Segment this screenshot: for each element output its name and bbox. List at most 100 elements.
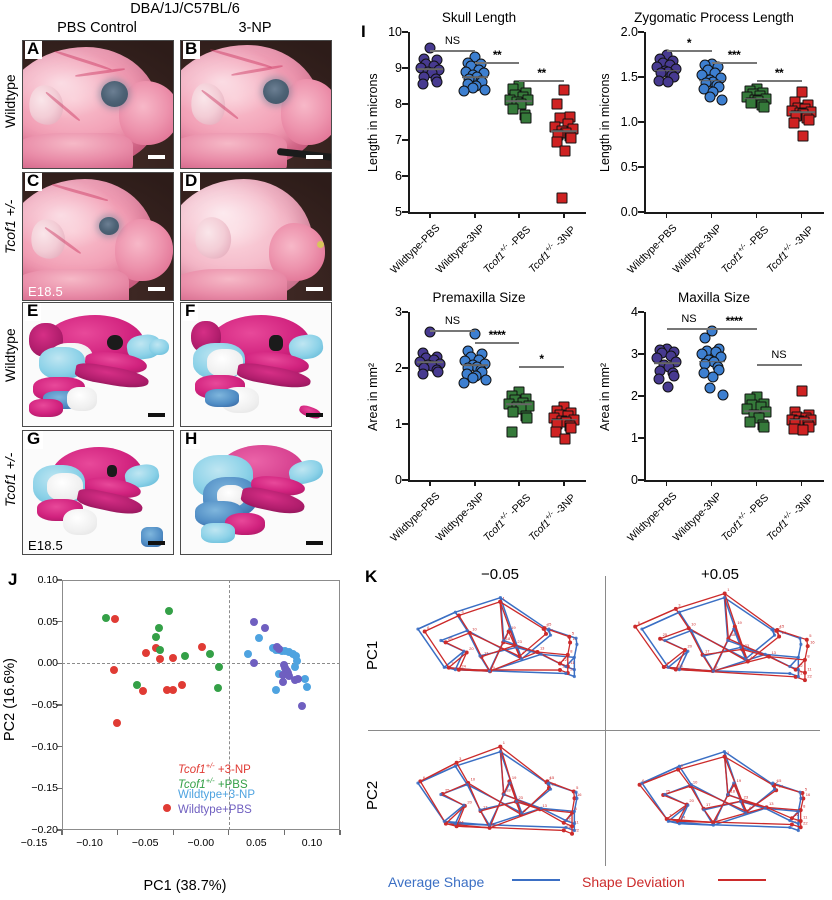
landmark-points: 1234567891011121314151617181920212223242…	[416, 595, 579, 679]
pca-y-tick	[57, 745, 62, 748]
svg-text:19: 19	[737, 620, 742, 625]
pca-x-tick	[116, 830, 119, 835]
photo-panel-G: G E18.5	[22, 430, 174, 555]
mean-bar	[743, 97, 770, 100]
mean-bar	[788, 418, 815, 421]
significance-line	[711, 328, 757, 330]
significance-label: NS	[444, 35, 461, 47]
x-tick	[710, 212, 713, 218]
mean-bar	[743, 410, 770, 412]
mean-bar	[653, 69, 680, 72]
significance-line	[711, 62, 757, 64]
pca-y-tick-label: −0.05	[31, 699, 58, 711]
y-tick	[638, 76, 644, 78]
pca-y-tick	[57, 704, 62, 706]
strain-title: DBA/1J/C57BL/6	[130, 1, 240, 17]
skeletal-prep-image-F	[181, 303, 331, 426]
svg-text:23: 23	[745, 643, 750, 648]
svg-text:15: 15	[780, 623, 785, 628]
data-point	[520, 112, 532, 124]
data-point	[559, 145, 571, 157]
svg-text:12: 12	[798, 663, 803, 668]
panel-k-row-header-pc2: PC2	[364, 780, 381, 810]
x-tick	[429, 480, 432, 486]
svg-text:9: 9	[716, 816, 719, 821]
panel-k-horizontal-divider	[368, 730, 820, 732]
svg-text:7: 7	[666, 661, 669, 666]
data-point	[653, 373, 665, 385]
svg-text:6: 6	[642, 778, 645, 783]
svg-text:22: 22	[570, 666, 575, 671]
chart-premaxilla-size: Premaxilla Size Area in mm² 0 1 2 3 Wildtype-P…	[364, 290, 594, 562]
data-point	[707, 371, 719, 383]
data-point	[469, 328, 481, 340]
y-tick-label: 2	[631, 389, 638, 403]
pca-data-point	[109, 666, 118, 674]
svg-text:15: 15	[550, 775, 555, 780]
svg-text:25: 25	[663, 632, 668, 637]
pca-y-tick	[57, 829, 62, 831]
svg-text:9: 9	[492, 821, 495, 826]
y-tick	[402, 479, 408, 481]
pca-data-point	[133, 680, 142, 689]
panel-k-row-header-pc1: PC1	[364, 640, 381, 670]
data-point	[788, 117, 800, 129]
y-tick	[638, 311, 644, 313]
data-point	[467, 372, 479, 384]
pca-data-point	[141, 648, 150, 657]
svg-text:13: 13	[542, 803, 547, 808]
y-tick-label: 2	[395, 361, 402, 375]
row-label-tcof1-gross: Tcof1 +/-	[2, 199, 18, 255]
photo-panel-B: B	[180, 40, 332, 169]
svg-text:1: 1	[503, 595, 506, 600]
y-tick	[638, 437, 644, 439]
significance-line	[474, 62, 520, 64]
y-tick-label: 3	[631, 347, 638, 361]
panel-label-D: D	[183, 173, 201, 191]
x-tick	[429, 212, 432, 218]
data-point	[704, 382, 716, 394]
x-tick	[755, 480, 758, 486]
landmark-points: 1234567891011121314151617181920212223242…	[637, 750, 811, 833]
svg-text:2: 2	[776, 779, 779, 784]
y-tick	[638, 31, 644, 33]
pca-x-tick-label: −0.15	[20, 837, 48, 849]
x-tick	[755, 212, 758, 218]
svg-text:8: 8	[807, 653, 810, 658]
svg-text:14: 14	[779, 784, 784, 789]
svg-text:2: 2	[549, 776, 552, 781]
landmark-points: 1234567891011121314151617181920212223242…	[416, 740, 582, 836]
svg-text:3: 3	[459, 756, 462, 761]
mean-bar	[550, 130, 577, 132]
svg-text:1: 1	[727, 750, 730, 755]
svg-text:2: 2	[546, 622, 549, 627]
pca-legend-item: Wildtype+PBS	[178, 804, 252, 816]
data-point	[706, 325, 717, 337]
svg-text:1: 1	[503, 740, 506, 745]
data-point	[565, 422, 577, 434]
y-tick	[638, 211, 644, 213]
svg-text:7: 7	[448, 817, 451, 822]
svg-text:22: 22	[803, 821, 808, 826]
pca-data-point	[249, 658, 258, 667]
svg-text:16: 16	[577, 792, 582, 797]
svg-text:1: 1	[727, 587, 730, 592]
y-tick	[638, 353, 644, 355]
svg-text:8: 8	[803, 804, 806, 809]
significance-label: **	[774, 66, 784, 80]
x-tick	[665, 212, 668, 218]
mean-bar	[550, 418, 577, 421]
svg-text:24: 24	[681, 815, 686, 820]
x-axis-line	[644, 212, 824, 214]
svg-text:4: 4	[749, 805, 752, 810]
row-label-tcof1-skeletal: Tcof1 +/-	[2, 452, 18, 508]
panel-label-J: J	[8, 570, 18, 589]
svg-text:19: 19	[511, 625, 516, 630]
wireframe-pc2-minus: 1234567891011121314151617181920212223242…	[416, 740, 582, 836]
x-tick	[710, 480, 713, 486]
legend-average-shape-line	[512, 878, 560, 881]
pca-data-point	[165, 607, 174, 616]
embryo-image-B	[181, 41, 331, 168]
y-tick-label: 2.0	[620, 25, 638, 39]
y-tick-label: 1.0	[620, 115, 638, 129]
